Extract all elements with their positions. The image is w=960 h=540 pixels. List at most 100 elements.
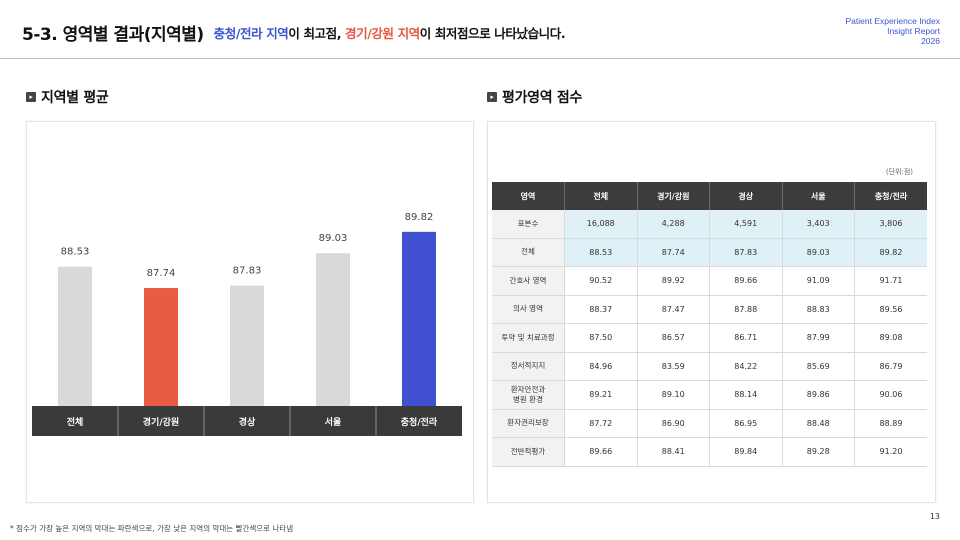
table-cell: 89.21	[564, 380, 638, 410]
table-cell: 88.37	[564, 295, 638, 324]
table-cell: 89.08	[854, 323, 927, 353]
left-section-heading: ▸ 지역별 평균	[26, 87, 109, 107]
page-number: 13	[929, 512, 940, 521]
table-header-cell: 영역	[492, 182, 565, 210]
bar-value-label: 87.83	[233, 266, 262, 277]
table-cell: 90.06	[854, 380, 927, 410]
table-row: 전체 88.53 87.74 87.83 89.03 89.82	[492, 238, 927, 267]
subtitle-text-1: 이 최고점,	[288, 25, 346, 41]
table-header-cell: 충청/전라	[854, 182, 927, 210]
chevron-right-icon: ▸	[487, 92, 497, 102]
table-row: 정서적지지 84.96 83.59 84.22 85.69 86.79	[492, 352, 927, 381]
table-cell: 87.47	[637, 295, 710, 324]
table-row: 환자안전과 병원 환경 89.21 89.10 88.14 89.86 90.06	[492, 380, 927, 410]
x-tick-label: 충청/전라	[401, 416, 438, 428]
header-divider	[0, 58, 960, 59]
table-cell: 86.90	[637, 409, 710, 438]
bar-value-label: 88.53	[61, 247, 90, 258]
table-cell: 89.82	[854, 238, 927, 267]
bar-5	[402, 231, 436, 406]
table-cell: 3,403	[782, 210, 855, 239]
table-cell: 89.66	[709, 266, 783, 296]
table-cell: 89.03	[782, 238, 855, 267]
report-line-3: 2026	[921, 36, 940, 46]
x-tick-label: 경기/강원	[143, 416, 179, 428]
table-cell: 86.95	[709, 409, 783, 438]
table-header-cell: 경기/강원	[637, 182, 710, 210]
table-cell: 87.50	[564, 323, 638, 353]
chart-panel: 88.53 87.74 87.83 89.03 89.82 전체 경기/강원 경상 서울 충청/전…	[26, 121, 474, 503]
table-cell: 89.10	[637, 380, 710, 410]
bar-4	[316, 253, 350, 406]
table-row-label: 환자안전과 병원 환경	[492, 380, 565, 410]
table-cell: 83.59	[637, 352, 710, 381]
report-line-1: Patient Experience Index	[845, 16, 940, 26]
bar-3	[230, 285, 264, 406]
report-line-2: Insight Report	[887, 26, 940, 36]
unit-note: (단위:점)	[885, 168, 913, 176]
subtitle-highlight-high: 충청/전라 지역	[213, 25, 289, 41]
table-cell: 91.09	[782, 266, 855, 296]
right-section-heading: ▸ 평가영역 점수	[487, 87, 582, 107]
page-subtitle: 충청/전라 지역이 최고점, 경기/강원 지역이 최저점으로 나타났습니다.	[214, 23, 566, 42]
chevron-right-icon: ▸	[26, 92, 36, 102]
table-panel: (단위:점) 영역 전체 경기/강원 경상 서울 충청/전라 표본수 16,088 4,288…	[487, 121, 936, 503]
table-cell: 89.84	[709, 437, 783, 467]
bar-value-label: 87.74	[147, 268, 176, 279]
page-header: 5-3. 영역별 결과(지역별) 충청/전라 지역이 최고점, 경기/강원 지역…	[22, 18, 566, 46]
x-tick-label: 전체	[67, 416, 84, 428]
table-row-label: 의사 영역	[492, 295, 565, 324]
table-cell: 84.22	[709, 352, 783, 381]
table-cell: 89.56	[854, 295, 927, 324]
table-cell: 3,806	[854, 210, 927, 239]
table-row-label: 간호사 영역	[492, 266, 565, 296]
table-cell: 86.57	[637, 323, 710, 353]
table-header-row: 영역 전체 경기/강원 경상 서울 충청/전라	[492, 182, 927, 210]
bar-2	[144, 288, 178, 406]
x-axis-band	[32, 406, 462, 436]
left-section-title: 지역별 평균	[41, 90, 109, 106]
table-cell: 88.48	[782, 409, 855, 438]
table-cell: 84.96	[564, 352, 638, 381]
page-title: 5-3. 영역별 결과(지역별)	[22, 24, 204, 45]
subtitle-text-2: 이 최저점으로 나타났습니다.	[419, 25, 566, 41]
table-cell: 88.14	[709, 380, 783, 410]
table-cell: 88.83	[782, 295, 855, 324]
bar-value-label: 89.82	[405, 212, 434, 223]
table-row-label: 투약 및 치료과정	[492, 323, 565, 353]
table-cell: 87.72	[564, 409, 638, 438]
table-cell: 91.71	[854, 266, 927, 296]
table-row-label: 표본수	[492, 210, 565, 239]
table-cell: 87.74	[637, 238, 710, 267]
bar-chart: 88.53 87.74 87.83 89.03 89.82 전체 경기/강원 경상 서울 충청/전…	[32, 212, 462, 436]
table-row: 투약 및 치료과정 87.50 86.57 86.71 87.99 89.08	[492, 323, 927, 353]
score-table: 영역 전체 경기/강원 경상 서울 충청/전라 표본수 16,088 4,288 4,591 3,…	[492, 182, 927, 467]
table-cell: 90.52	[564, 266, 638, 296]
table-cell: 4,288	[637, 210, 710, 239]
table-row: 의사 영역 88.37 87.47 87.88 88.83 89.56	[492, 295, 927, 324]
table-row-label: 정서적지지	[492, 352, 565, 381]
table-row: 환자권리보장 87.72 86.90 86.95 88.48 88.89	[492, 409, 927, 438]
table-row: 표본수 16,088 4,288 4,591 3,403 3,806	[492, 210, 927, 239]
table-cell: 89.86	[782, 380, 855, 410]
table-cell: 88.89	[854, 409, 927, 438]
x-tick-label: 서울	[325, 416, 342, 428]
report-label: Patient Experience Index Insight Report …	[845, 16, 940, 46]
subtitle-highlight-low: 경기/강원 지역	[345, 25, 420, 41]
table-cell: 89.28	[782, 437, 855, 467]
table-cell: 87.99	[782, 323, 855, 353]
right-section-title: 평가영역 점수	[502, 90, 583, 106]
table-cell: 86.71	[709, 323, 783, 353]
table-header-cell: 전체	[564, 182, 638, 210]
table-cell: 4,591	[709, 210, 783, 239]
table-cell: 87.83	[709, 238, 783, 267]
table-cell: 88.41	[637, 437, 710, 467]
table-row: 간호사 영역 90.52 89.92 89.66 91.09 91.71	[492, 266, 927, 296]
table-cell: 91.20	[854, 437, 927, 467]
table-cell: 88.53	[564, 238, 638, 267]
table-row-label: 전체	[492, 238, 565, 267]
table-cell: 16,088	[564, 210, 638, 239]
table-header-cell: 경상	[709, 182, 783, 210]
bar-1	[58, 266, 92, 406]
bar-value-label: 89.03	[319, 233, 348, 244]
